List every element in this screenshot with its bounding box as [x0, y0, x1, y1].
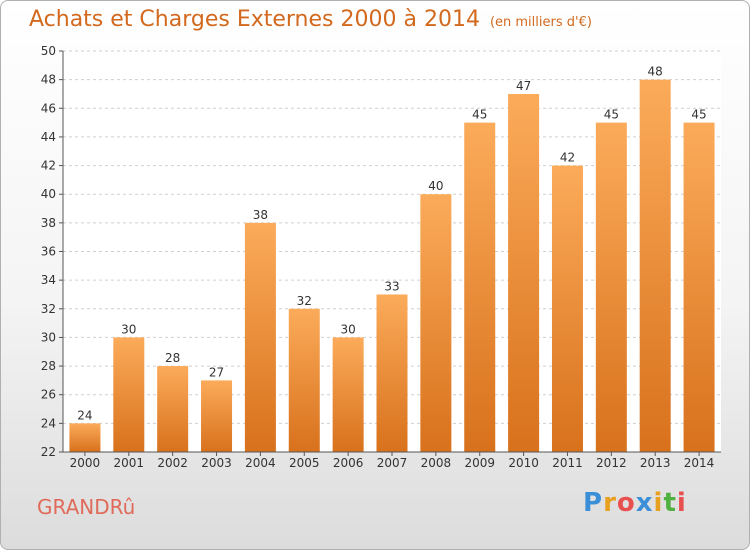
chart-title: Achats et Charges Externes 2000 à 2014 (e… [29, 7, 592, 32]
x-tick-label: 2013 [640, 456, 671, 470]
data-label: 30 [340, 322, 355, 336]
logo-letter: r [603, 488, 617, 518]
logo-letter: P [583, 488, 604, 518]
data-label: 32 [297, 294, 312, 308]
bars [69, 79, 715, 453]
y-tick-label: 28 [41, 359, 56, 373]
bar-2001 [113, 337, 145, 452]
x-tick-label: 2010 [508, 456, 539, 470]
y-tick-label: 34 [41, 273, 56, 287]
x-tick-label: 2000 [70, 456, 101, 470]
data-label: 40 [428, 179, 443, 193]
data-label: 45 [604, 108, 619, 122]
x-tick-label: 2004 [245, 456, 276, 470]
x-tick-label: 2006 [333, 456, 364, 470]
y-tick-label: 36 [41, 245, 56, 259]
y-tick-label: 26 [41, 388, 56, 402]
data-label: 38 [253, 208, 268, 222]
logo-letter: t [663, 488, 677, 518]
bar-2002 [157, 366, 189, 452]
data-label: 30 [121, 322, 136, 336]
chart-title-text: Achats et Charges Externes 2000 à 2014 [29, 7, 480, 32]
y-tick-label: 44 [41, 130, 56, 144]
bar-2014 [683, 122, 715, 452]
labels: 22 24 26 28 30 32 34 36 38 40 42 44 46 48 50 24 2000 30 20… [41, 44, 715, 470]
bar-2007 [376, 294, 408, 452]
logo-letter: x [635, 488, 654, 518]
chart-subtitle: (en milliers d'€) [489, 15, 592, 30]
bar-2005 [288, 308, 320, 452]
x-tick-label: 2012 [596, 456, 627, 470]
bar-2008 [420, 194, 452, 452]
proxiti-logo: Proxiti [583, 488, 687, 518]
y-tick-label: 22 [41, 445, 56, 459]
data-label: 33 [384, 279, 399, 293]
data-label: 47 [516, 79, 531, 93]
data-label: 45 [472, 108, 487, 122]
bar-2011 [551, 165, 583, 453]
x-tick-label: 2001 [114, 456, 145, 470]
y-tick-label: 46 [41, 101, 56, 115]
bar-2009 [464, 122, 496, 452]
bar-2003 [201, 380, 233, 452]
y-tick-label: 40 [41, 187, 56, 201]
x-tick-label: 2005 [289, 456, 320, 470]
x-tick-label: 2002 [157, 456, 188, 470]
data-label: 45 [691, 108, 706, 122]
y-tick-label: 48 [41, 73, 56, 87]
x-tick-label: 2008 [421, 456, 452, 470]
y-tick-label: 32 [41, 302, 56, 316]
logo-letter: i [653, 488, 664, 518]
bar-2010 [508, 93, 540, 452]
x-tick-label: 2014 [684, 456, 715, 470]
x-tick-label: 2009 [464, 456, 495, 470]
x-tick-label: 2011 [552, 456, 583, 470]
bar-2012 [595, 122, 627, 452]
y-tick-label: 24 [41, 416, 56, 430]
data-label: 42 [560, 151, 575, 165]
data-label: 27 [209, 365, 224, 379]
logo-letter: i [676, 488, 687, 518]
bar-2013 [639, 79, 671, 453]
axes [59, 50, 721, 456]
y-tick-label: 50 [41, 44, 56, 58]
y-tick-label: 30 [41, 330, 56, 344]
y-tick-label: 42 [41, 159, 56, 173]
bar-2006 [332, 337, 364, 452]
data-label: 48 [648, 65, 663, 79]
data-label: 24 [77, 408, 92, 422]
bar-2004 [244, 222, 276, 452]
commune-name: GRANDRû [37, 495, 136, 519]
bar-2000 [69, 423, 101, 452]
y-tick-label: 38 [41, 216, 56, 230]
x-tick-label: 2007 [377, 456, 408, 470]
x-tick-label: 2003 [201, 456, 232, 470]
logo-letter: o [616, 488, 636, 518]
data-label: 28 [165, 351, 180, 365]
